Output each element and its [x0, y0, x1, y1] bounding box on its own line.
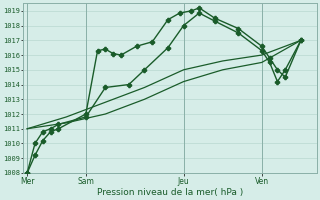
X-axis label: Pression niveau de la mer( hPa ): Pression niveau de la mer( hPa ) [97, 188, 243, 197]
